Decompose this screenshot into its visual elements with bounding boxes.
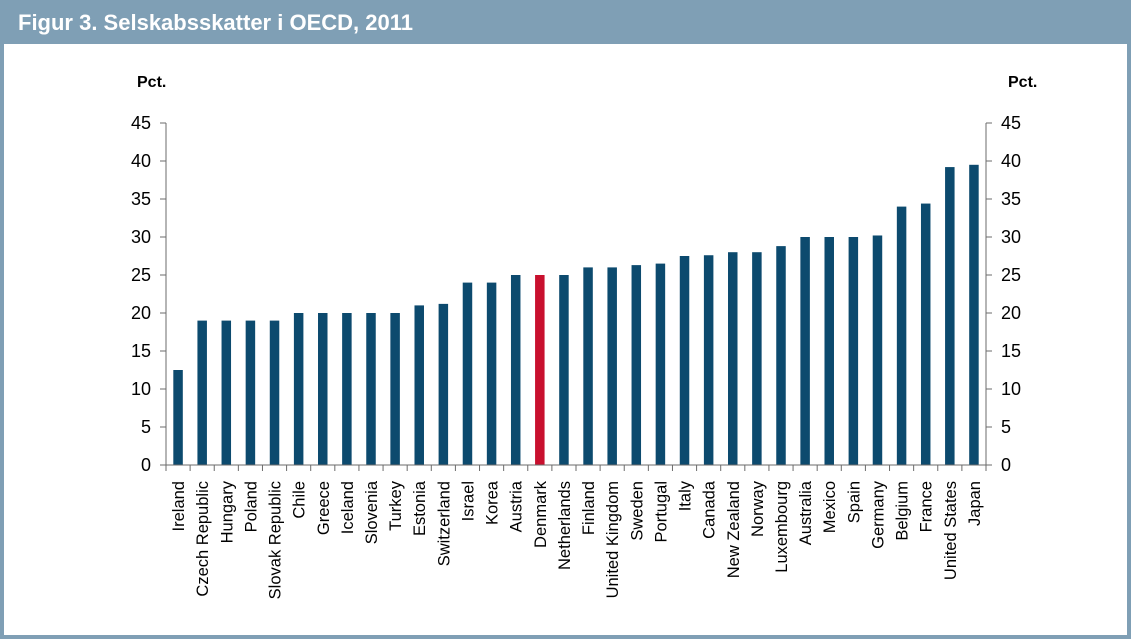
bar-luxembourg bbox=[776, 246, 786, 465]
bar-hungary bbox=[221, 320, 232, 465]
bar-new-zealand bbox=[728, 252, 738, 465]
x-label: Slovak Republic bbox=[267, 481, 285, 599]
bar-australia bbox=[800, 237, 810, 465]
bar-czech-republic bbox=[197, 320, 207, 465]
bar-poland bbox=[245, 320, 256, 465]
x-label: Greece bbox=[315, 481, 333, 535]
bar-ireland bbox=[173, 370, 183, 465]
x-label: Luxembourg bbox=[773, 481, 791, 573]
x-label: Denmark bbox=[532, 480, 550, 548]
x-label: Australia bbox=[797, 480, 815, 545]
x-label: Netherlands bbox=[556, 481, 574, 570]
x-label: Estonia bbox=[411, 480, 429, 536]
y-tick-label-left: 0 bbox=[141, 455, 151, 475]
bar-sweden bbox=[631, 265, 642, 465]
bar-netherlands bbox=[559, 275, 569, 465]
x-label: Czech Republic bbox=[194, 481, 212, 597]
x-label: Mexico bbox=[821, 481, 839, 533]
x-label: Belgium bbox=[894, 481, 912, 541]
y-tick-label-right: 0 bbox=[1001, 455, 1011, 475]
x-label: Spain bbox=[845, 481, 863, 523]
x-label: Japan bbox=[966, 481, 984, 526]
bar-portugal bbox=[655, 263, 666, 465]
bar-austria bbox=[510, 275, 521, 465]
x-label: Chile bbox=[291, 481, 309, 519]
x-labels-group: Ireland Czech Republic Hungary Poland Slovak… bbox=[170, 480, 984, 599]
bar-switzerland bbox=[438, 303, 449, 465]
y-tick-label-left: 30 bbox=[131, 227, 151, 247]
x-label: Israel bbox=[459, 481, 477, 521]
bars-group bbox=[173, 164, 979, 466]
bar-greece bbox=[318, 313, 328, 465]
x-label: United Kingdom bbox=[604, 481, 622, 598]
y-tick-label-left: 25 bbox=[131, 265, 151, 285]
bar-spain bbox=[848, 237, 859, 465]
y-tick-label-right: 45 bbox=[1001, 113, 1021, 133]
y-axis-label-right: Pct. bbox=[1008, 74, 1037, 91]
axes-group bbox=[165, 123, 987, 466]
y-tick-label-left: 20 bbox=[131, 303, 151, 323]
y-tick-label-right: 5 bbox=[1001, 417, 1011, 437]
bar-norway bbox=[752, 252, 762, 465]
bar-israel bbox=[462, 282, 473, 465]
bar-iceland bbox=[342, 313, 352, 465]
x-label: Austria bbox=[508, 480, 526, 532]
x-label: Poland bbox=[242, 481, 260, 532]
bar-slovenia bbox=[366, 313, 376, 465]
y-tick-label-right: 35 bbox=[1001, 189, 1021, 209]
y-tick-label-left: 40 bbox=[131, 151, 151, 171]
bar-canada bbox=[703, 255, 714, 465]
y-tick-label-right: 10 bbox=[1001, 379, 1021, 399]
ticks-group: 0 0 5 5 10 10 15 15 20 20 25 25 30 30 35 35 40 40 45 45 bbox=[131, 113, 1021, 475]
x-label: United States bbox=[942, 481, 960, 580]
y-axis-label-left: Pct. bbox=[137, 74, 166, 91]
bar-denmark bbox=[535, 275, 545, 465]
bar-germany bbox=[872, 235, 883, 465]
x-label: Turkey bbox=[387, 480, 405, 531]
figure-title: Figur 3. Selskabsskatter i OECD, 2011 bbox=[18, 10, 413, 35]
bar-france bbox=[920, 203, 931, 465]
y-tick-label-left: 15 bbox=[131, 341, 151, 361]
y-tick-label-right: 25 bbox=[1001, 265, 1021, 285]
x-label: Hungary bbox=[218, 480, 236, 543]
x-label: Portugal bbox=[652, 481, 670, 542]
bar-estonia bbox=[414, 305, 424, 465]
x-label: Canada bbox=[701, 480, 719, 539]
bar-chile bbox=[293, 313, 304, 465]
x-label: New Zealand bbox=[725, 481, 743, 578]
bar-italy bbox=[679, 256, 690, 465]
y-tick-label-right: 15 bbox=[1001, 341, 1021, 361]
x-label: Norway bbox=[749, 480, 767, 537]
x-label: Sweden bbox=[628, 481, 646, 541]
bar-united-kingdom bbox=[607, 267, 617, 465]
bar-turkey bbox=[390, 313, 400, 465]
x-label: Ireland bbox=[170, 481, 188, 531]
bar-japan bbox=[969, 164, 979, 466]
y-tick-label-right: 40 bbox=[1001, 151, 1021, 171]
bar-belgium bbox=[896, 206, 907, 465]
bar-finland bbox=[583, 267, 593, 465]
x-label: Italy bbox=[677, 480, 695, 511]
x-label: Iceland bbox=[339, 481, 357, 534]
bar-slovak-republic bbox=[269, 320, 280, 465]
figure-header: Figur 3. Selskabsskatter i OECD, 2011 bbox=[0, 0, 1131, 44]
y-tick-label-left: 5 bbox=[141, 417, 151, 437]
x-label: Finland bbox=[580, 481, 598, 535]
x-label: Switzerland bbox=[435, 481, 453, 566]
x-label: Slovenia bbox=[363, 480, 381, 544]
y-tick-label-left: 45 bbox=[131, 113, 151, 133]
bar-mexico bbox=[824, 237, 834, 465]
x-label: France bbox=[918, 481, 936, 532]
y-tick-label-left: 10 bbox=[131, 379, 151, 399]
y-tick-label-right: 20 bbox=[1001, 303, 1021, 323]
x-label: Korea bbox=[484, 480, 502, 525]
x-label: Germany bbox=[869, 480, 887, 549]
y-tick-label-left: 35 bbox=[131, 189, 151, 209]
bar-korea bbox=[486, 282, 497, 465]
y-tick-label-right: 30 bbox=[1001, 227, 1021, 247]
bar-united-states bbox=[945, 167, 955, 465]
